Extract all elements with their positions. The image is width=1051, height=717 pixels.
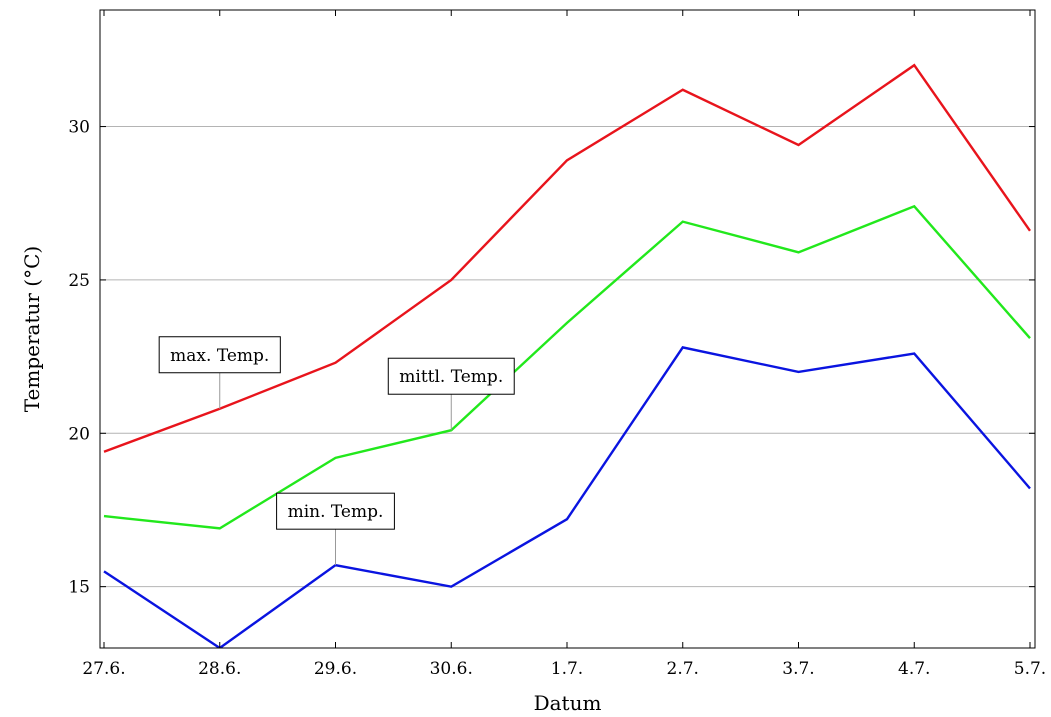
annotation-label: max. Temp. [170, 346, 269, 366]
x-tick-label: 30.6. [430, 659, 473, 679]
x-tick-label: 1.7. [551, 659, 583, 679]
series-annotation: min. Temp. [276, 492, 395, 566]
x-tick-label: 2.7. [667, 659, 699, 679]
annotation-box [158, 336, 281, 374]
y-tick-label: 15 [68, 578, 90, 598]
series-line-0 [103, 63, 1031, 453]
series-annotations: max. Temp. mittl. Temp. min. Temp. [158, 336, 515, 566]
y-tick-label: 25 [68, 271, 90, 291]
series-annotation: max. Temp. [158, 336, 281, 409]
annotation-label: min. Temp. [288, 502, 384, 522]
x-tick-label: 27.6. [82, 659, 125, 679]
annotation-label: mittl. Temp. [399, 367, 503, 387]
y-axis-title: Temperatur (°C) [20, 246, 44, 412]
x-tick-label: 28.6. [198, 659, 241, 679]
x-tick-label: 29.6. [314, 659, 357, 679]
plot-frame [99, 9, 1036, 649]
annotation-box [387, 357, 515, 395]
axis-ticks: 15 20 25 30 27.6. 28.6. 29.6. 30.6. 1.7. 2.7. 3.7.… [68, 10, 1046, 679]
annotation-box [276, 492, 395, 530]
series-line-2 [103, 346, 1031, 648]
x-tick-label: 5.7. [1014, 659, 1046, 679]
grid-lines [100, 126, 1035, 588]
y-tick-label: 20 [68, 424, 90, 444]
series-annotation: mittl. Temp. [387, 357, 515, 431]
x-tick-label: 4.7. [898, 659, 930, 679]
series-lines [103, 63, 1031, 648]
x-tick-label: 3.7. [782, 659, 814, 679]
series-line-1 [103, 204, 1031, 530]
y-tick-label: 30 [68, 118, 90, 138]
x-axis-title: Datum [534, 691, 602, 715]
